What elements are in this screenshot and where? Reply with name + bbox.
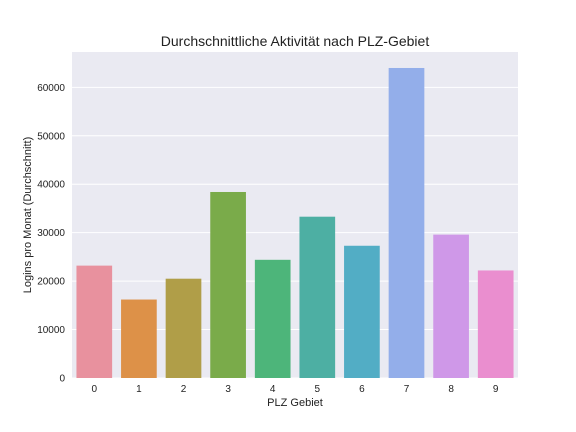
y-tick-label: 20000 bbox=[37, 277, 65, 288]
bar-7 bbox=[388, 67, 425, 378]
bar-0 bbox=[76, 265, 113, 378]
y-tick-label: 60000 bbox=[37, 83, 65, 94]
chart-title: Durchschnittliche Aktivität nach PLZ-Geb… bbox=[161, 33, 430, 49]
bar-9 bbox=[477, 270, 514, 378]
x-tick-label: 0 bbox=[92, 384, 98, 395]
y-tick-label: 0 bbox=[59, 374, 65, 385]
y-axis-ticks: 0 10000 20000 30000 40000 50000 60000 bbox=[37, 83, 65, 385]
bar-6 bbox=[344, 245, 380, 378]
y-axis-label: Logins pro Monat (Durchschnitt) bbox=[22, 137, 34, 294]
bar-2 bbox=[165, 278, 202, 378]
x-tick-label: 3 bbox=[225, 384, 231, 395]
bar-4 bbox=[254, 259, 291, 378]
x-tick-label: 9 bbox=[493, 384, 499, 395]
bar-1 bbox=[121, 299, 157, 378]
y-tick-label: 40000 bbox=[37, 180, 65, 191]
x-tick-label: 8 bbox=[448, 384, 454, 395]
bar-8 bbox=[433, 234, 469, 378]
y-tick-label: 10000 bbox=[37, 325, 65, 336]
x-axis-label: PLZ Gebiet bbox=[267, 397, 323, 409]
x-tick-label: 2 bbox=[181, 384, 187, 395]
y-tick-label: 30000 bbox=[37, 228, 65, 239]
bars bbox=[76, 67, 514, 378]
y-tick-label: 50000 bbox=[37, 131, 65, 142]
x-tick-label: 4 bbox=[270, 384, 276, 395]
x-tick-label: 6 bbox=[359, 384, 365, 395]
x-axis-ticks: 0 1 2 3 4 5 6 7 8 9 bbox=[92, 384, 499, 395]
x-tick-label: 1 bbox=[136, 384, 142, 395]
bar-5 bbox=[299, 216, 336, 378]
x-tick-label: 5 bbox=[315, 384, 321, 395]
bar-3 bbox=[210, 191, 246, 378]
x-tick-label: 7 bbox=[404, 384, 410, 395]
